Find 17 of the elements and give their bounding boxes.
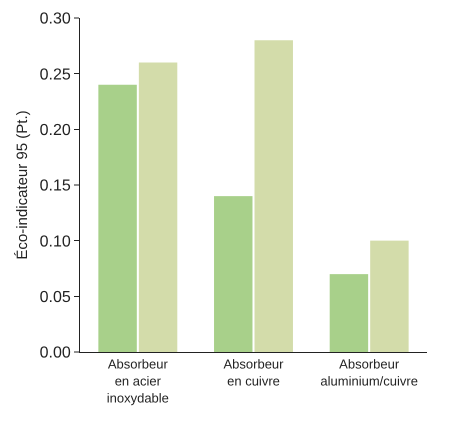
y-axis-title: Éco-indicateur 95 (Pt.) — [12, 110, 31, 260]
y-tick-label: 0.15 — [40, 178, 71, 195]
bar — [330, 274, 368, 352]
y-tick-label: 0.20 — [40, 122, 71, 139]
bar — [370, 240, 409, 352]
bar — [254, 40, 293, 352]
bar — [138, 62, 178, 352]
y-tick-label: 0.05 — [40, 288, 71, 306]
y-tick-label: 0.25 — [40, 66, 71, 84]
bar — [98, 84, 137, 352]
y-tick-label: 0.00 — [40, 344, 71, 362]
y-tick-label: 0.10 — [40, 233, 71, 250]
x-tick-label: Absorbeur aluminium/cuivre — [320, 356, 418, 388]
x-tick-label: Absorbeur en cuivre — [224, 356, 284, 388]
x-tick-label: Absorbeur en acier inoxydable — [106, 356, 169, 406]
y-tick-label: 0.30 — [40, 10, 71, 28]
bar — [214, 196, 252, 352]
